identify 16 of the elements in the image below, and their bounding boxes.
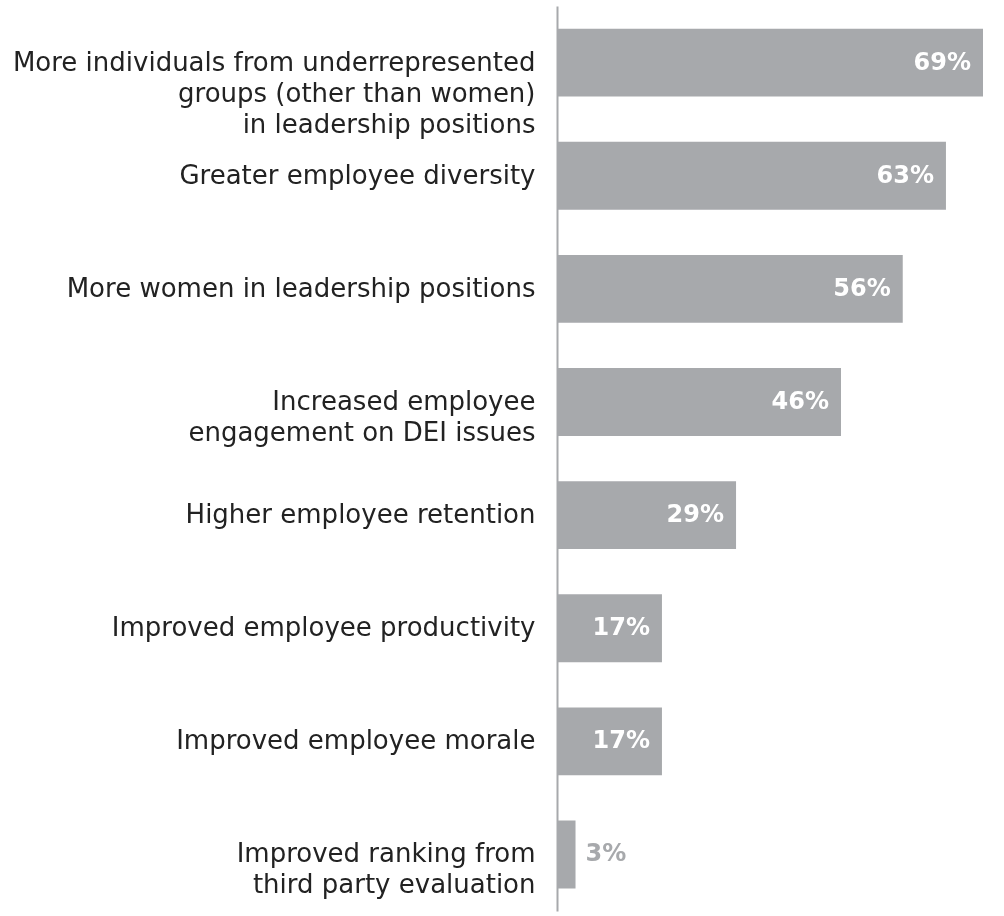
- data-label: 46%: [771, 386, 829, 415]
- y-tick-label: Higher employee retention: [185, 499, 536, 530]
- data-label: 3%: [585, 839, 627, 868]
- y-tick-label: Improved ranking from third party evaluation: [236, 838, 536, 900]
- data-label: 63%: [876, 160, 934, 189]
- data-label: 29%: [666, 500, 725, 529]
- y-tick-label: Greater employee diversity: [179, 159, 536, 190]
- y-tick-label: Increased employee engagement on DEI issues: [188, 385, 536, 447]
- data-label: 69%: [913, 47, 971, 76]
- y-tick-label: Improved employee morale: [176, 725, 536, 756]
- y-tick-label: More women in leadership positions: [66, 272, 536, 303]
- y-tick-label: More individuals from underrepresented groups (other than women) in leadership positions: [12, 46, 536, 139]
- data-label: 56%: [833, 273, 891, 302]
- data-label: 17%: [592, 726, 650, 755]
- y-tick-label: Improved employee productivity: [111, 612, 536, 643]
- data-label: 17%: [592, 613, 650, 642]
